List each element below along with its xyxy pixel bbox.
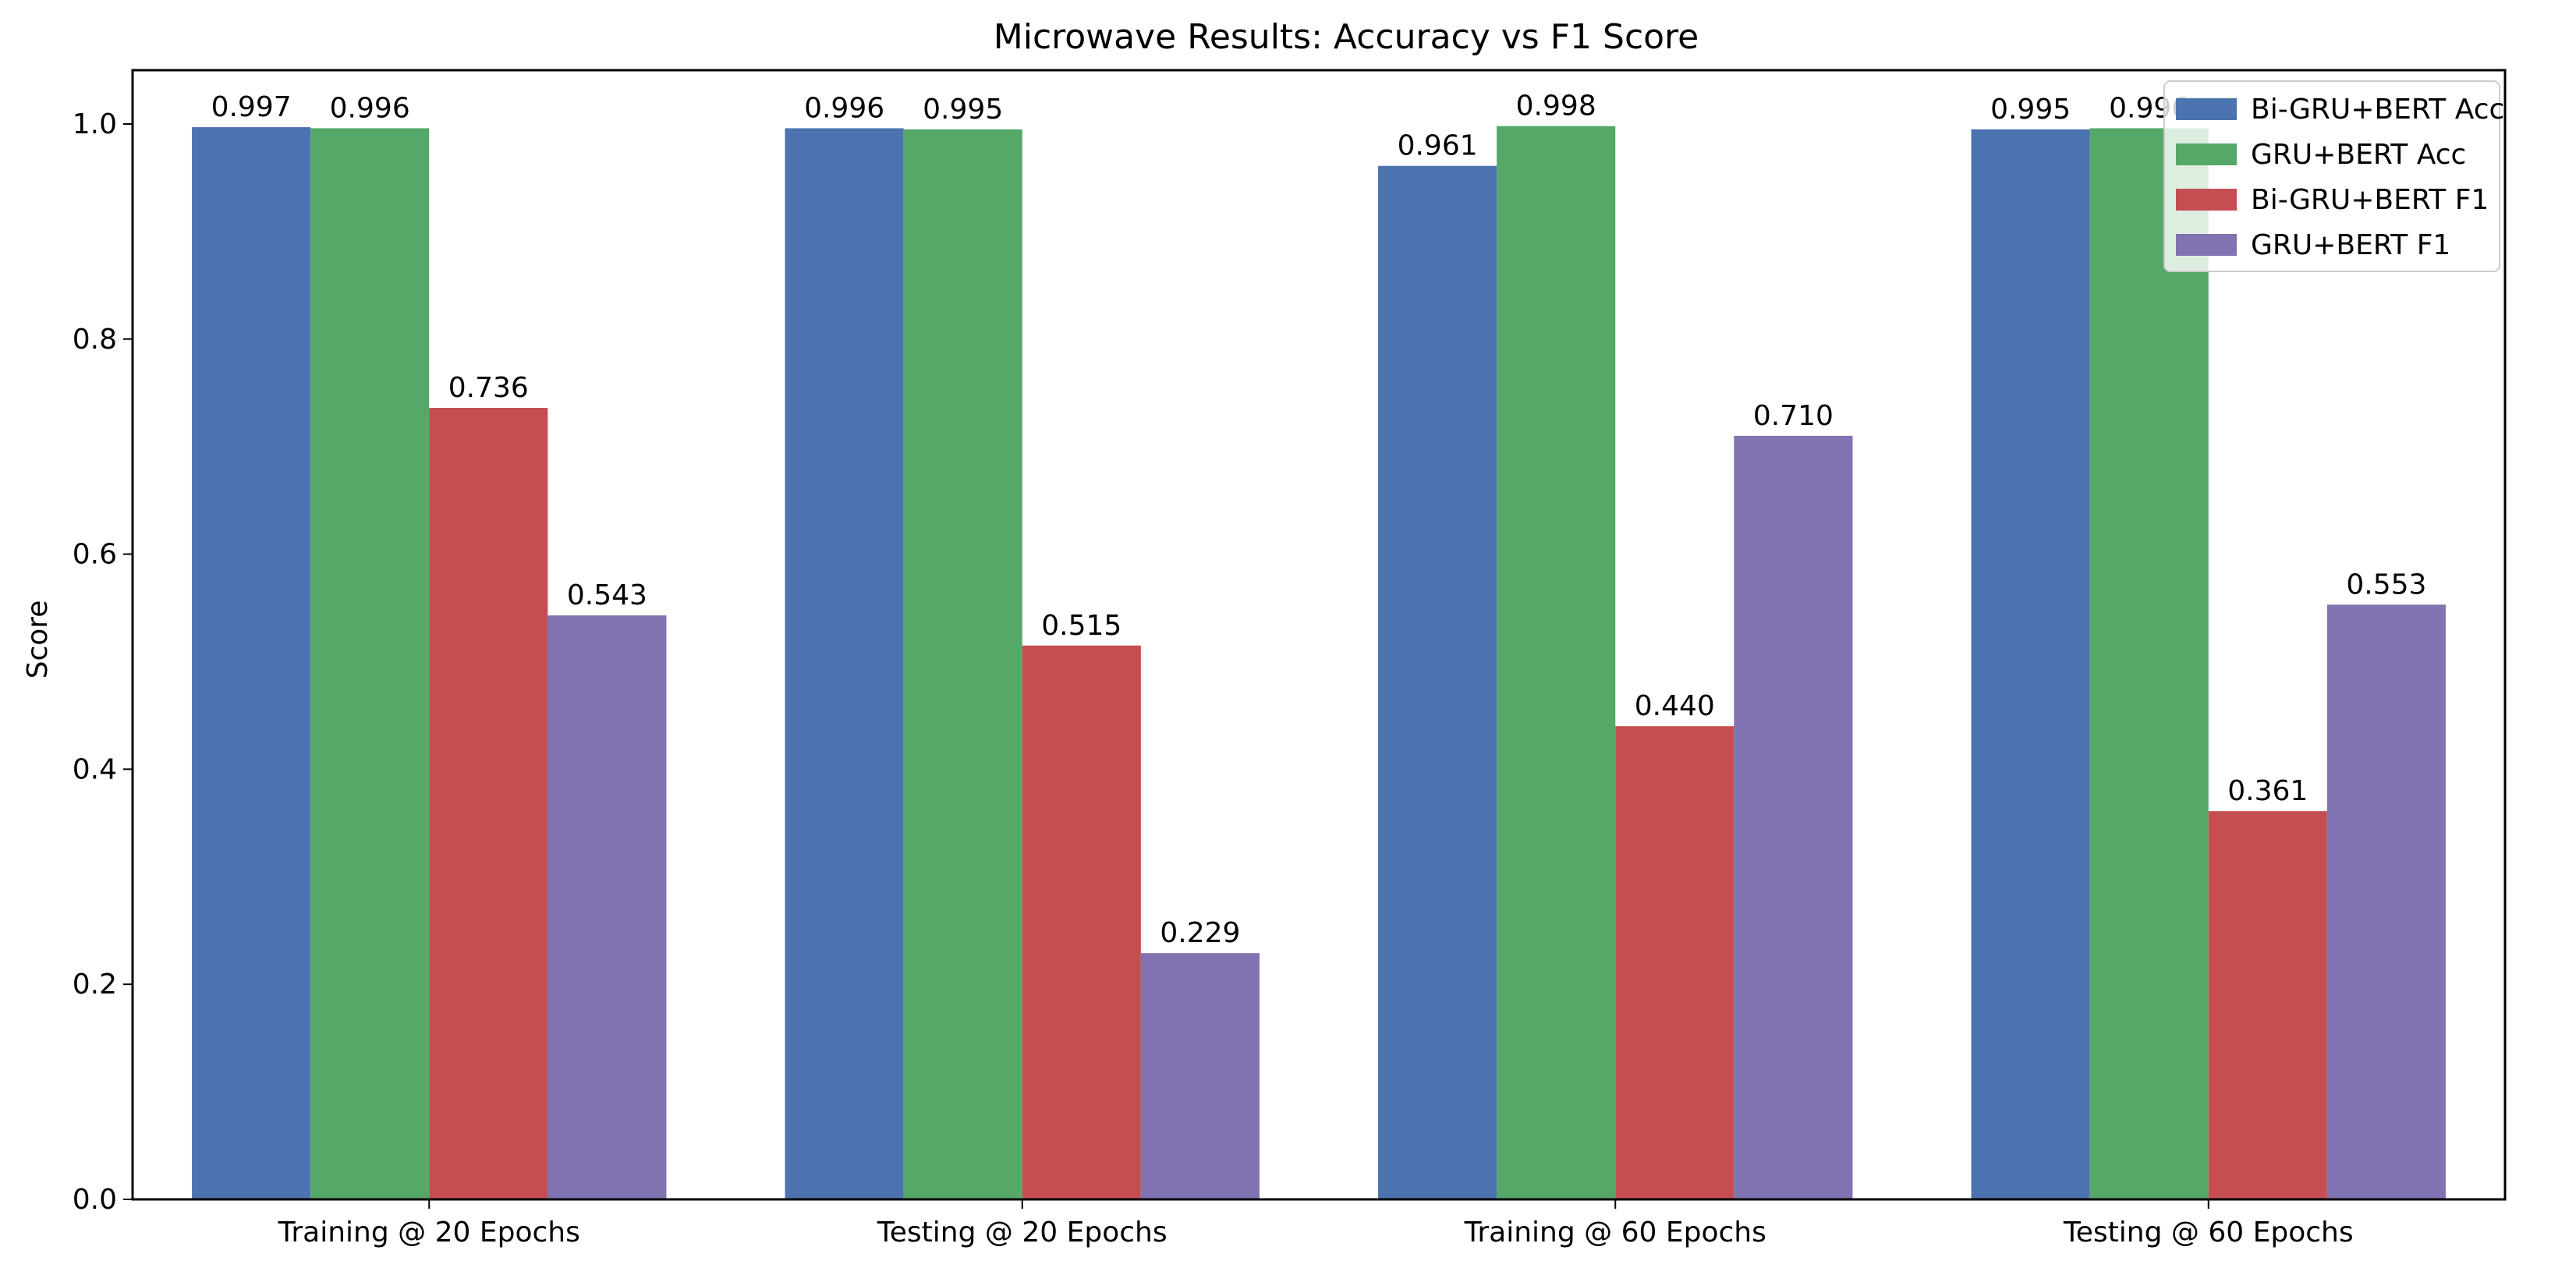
x-axis: Training @ 20 Epochs Testing @ 20 Epochs T…	[278, 1199, 2354, 1249]
bar	[2208, 811, 2327, 1199]
plot-frame	[131, 69, 2507, 1201]
bar	[1497, 126, 1616, 1200]
bar-value-label: 0.361	[2227, 775, 2308, 807]
bar	[2089, 128, 2209, 1200]
x-tick-label: Testing @ 20 Epochs	[877, 1217, 1168, 1249]
legend-label: Bi-GRU+BERT Acc	[2251, 94, 2504, 126]
bar-value-label: 0.515	[1041, 610, 1121, 642]
legend-label: GRU+BERT Acc	[2251, 139, 2466, 171]
x-tick-label: Training @ 20 Epochs	[278, 1217, 580, 1249]
bar	[903, 129, 1022, 1199]
bar	[1615, 726, 1734, 1199]
y-tick-label: 0.6	[73, 539, 117, 571]
bar	[2326, 604, 2446, 1199]
y-tick-label: 1.0	[73, 108, 117, 140]
bar	[192, 127, 311, 1200]
chart-title: Microwave Results: Accuracy vs F1 Score	[994, 17, 1699, 57]
y-tick-label: 0.4	[73, 753, 117, 785]
legend-swatch	[2176, 98, 2237, 120]
bar-value-label: 0.995	[1990, 94, 2071, 126]
bar	[1734, 435, 1853, 1199]
bar-value-label: 0.996	[330, 92, 410, 124]
bar	[785, 128, 904, 1200]
legend-label: GRU+BERT F1	[2251, 229, 2450, 261]
legend-box	[2163, 80, 2500, 272]
x-tick-label: Testing @ 60 Epochs	[2063, 1217, 2354, 1249]
y-tick-label: 0.2	[73, 969, 117, 1001]
legend-swatch	[2176, 234, 2237, 256]
y-axis: 0.0 0.2 0.4 0.6 0.8 1.0	[73, 108, 133, 1216]
bar	[1378, 165, 1497, 1200]
bar	[429, 408, 548, 1199]
legend-label: Bi-GRU+BERT F1	[2251, 184, 2489, 216]
bar	[547, 615, 667, 1199]
bar-value-label: 0.998	[1516, 90, 1596, 122]
legend: Bi-GRU+BERT Acc GRU+BERT Acc Bi-GRU+BERT F…	[2163, 80, 2504, 272]
bar	[1971, 129, 2090, 1199]
y-axis-label: Score	[22, 600, 54, 679]
bar-value-label: 0.710	[1753, 400, 1834, 432]
bar-value-label: 0.736	[448, 372, 529, 404]
bar-value-label: 0.553	[2346, 568, 2426, 600]
x-tick-label: Training @ 60 Epochs	[1464, 1217, 1766, 1249]
bar-value-label: 0.996	[804, 92, 884, 124]
bar-value-label: 0.961	[1398, 130, 1478, 162]
y-tick-label: 0.0	[73, 1184, 117, 1216]
bar	[1140, 953, 1260, 1199]
bar-value-label: 0.229	[1160, 917, 1240, 949]
legend-swatch	[2176, 143, 2237, 165]
legend-swatch	[2176, 189, 2237, 211]
y-tick-label: 0.8	[73, 324, 117, 356]
bar-value-label: 0.995	[923, 94, 1003, 126]
bar	[1022, 645, 1141, 1199]
bar-value-label: 0.997	[211, 91, 292, 123]
bar-value-label: 0.543	[567, 579, 647, 611]
bar-value-label: 0.440	[1635, 690, 1715, 722]
bar	[310, 128, 430, 1200]
